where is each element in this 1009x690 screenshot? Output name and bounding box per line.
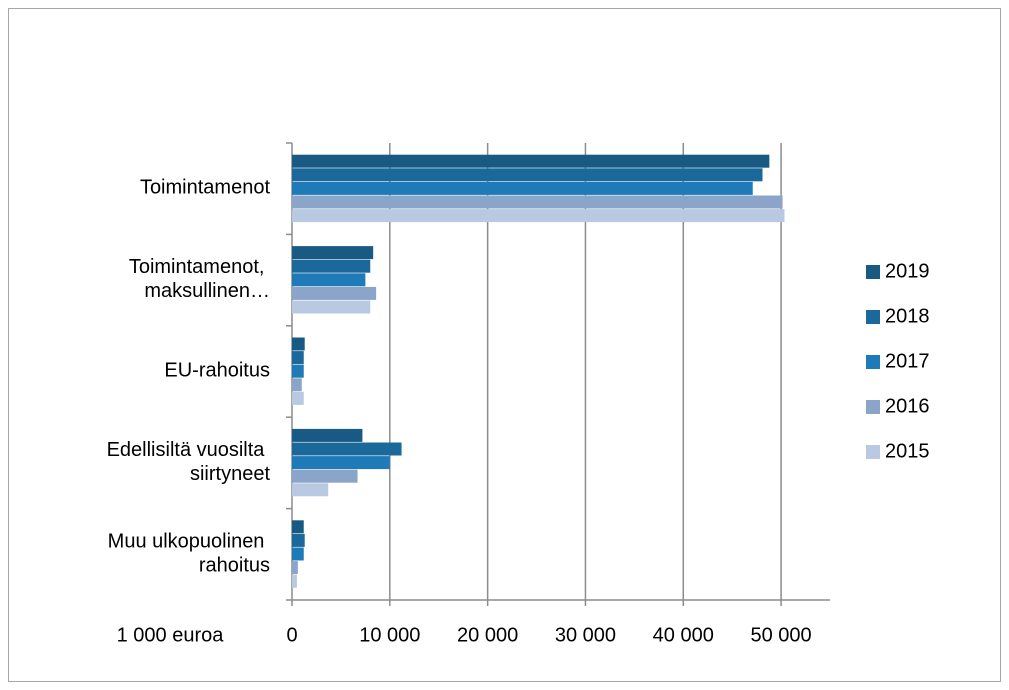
legend-label: 2017 xyxy=(885,350,930,372)
bar xyxy=(292,273,366,287)
legend-swatch xyxy=(866,265,880,279)
legend-swatch xyxy=(866,400,880,414)
bar xyxy=(292,168,763,182)
x-tick-label: 50 000 xyxy=(751,624,812,646)
bar xyxy=(292,442,402,456)
x-tick-label: 10 000 xyxy=(359,624,420,646)
legend-swatch xyxy=(866,355,880,369)
bar xyxy=(292,300,371,314)
y-tick-label: Muu ulkopuolinen rahoitus xyxy=(108,531,270,577)
x-tick-label: 0 xyxy=(286,624,297,646)
bar xyxy=(292,520,304,534)
bar xyxy=(292,391,304,405)
y-tick-label: Toimintamenot, maksullinen… xyxy=(129,256,270,302)
x-tick-label: 40 000 xyxy=(653,624,714,646)
bar xyxy=(292,533,305,547)
legend-label: 2019 xyxy=(885,260,930,282)
bar xyxy=(292,574,297,588)
bar xyxy=(292,428,363,442)
y-tick-label: Edellisiltä vuosilta siirtyneet xyxy=(107,439,271,485)
bar xyxy=(292,195,783,209)
x-tick-label: 20 000 xyxy=(457,624,518,646)
bar xyxy=(292,561,298,575)
bar xyxy=(292,286,377,300)
bar xyxy=(292,259,371,273)
legend-label: 2016 xyxy=(885,395,930,417)
bar xyxy=(292,547,304,561)
bar xyxy=(292,154,770,168)
bar xyxy=(292,246,374,260)
legend-swatch xyxy=(866,310,880,324)
bar xyxy=(292,378,302,392)
chart-frame xyxy=(8,8,1001,682)
y-tick-label: Toimintamenot xyxy=(140,177,271,199)
bar xyxy=(292,456,390,470)
y-tick-label: EU-rahoitus xyxy=(164,360,270,382)
bar xyxy=(292,209,785,223)
bar xyxy=(292,337,305,351)
bar xyxy=(292,469,358,483)
legend-label: 2015 xyxy=(885,440,930,462)
bar xyxy=(292,364,304,378)
axis-label: 1 000 euroa xyxy=(117,624,225,646)
legend-label: 2018 xyxy=(885,305,930,327)
bar xyxy=(292,483,329,497)
bar xyxy=(292,351,304,365)
bar xyxy=(292,181,753,195)
x-tick-label: 30 000 xyxy=(555,624,616,646)
legend-swatch xyxy=(866,445,880,459)
